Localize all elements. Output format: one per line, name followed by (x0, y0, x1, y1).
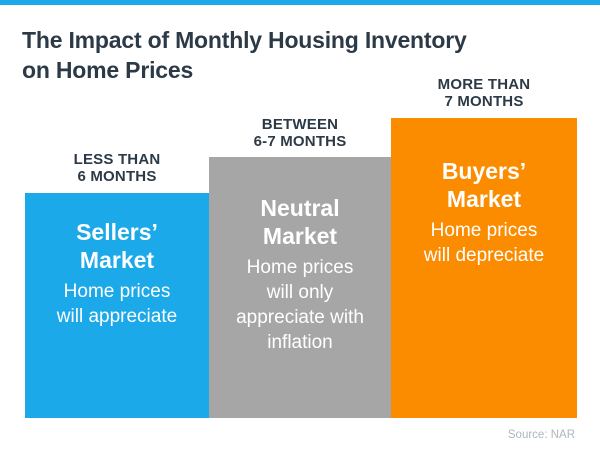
sellers-market-description: Home prices will appreciate (56, 281, 178, 327)
bar-label-less-than-6-months: LESS THAN 6 MONTHS (73, 151, 161, 185)
bar-neutral-market: Neutral Market Home prices will only app… (209, 157, 391, 418)
bar-buyers-market: Buyers’ Market Home prices will deprecia… (391, 118, 577, 418)
bar-label-more-than-7-months: MORE THAN 7 MONTHS (437, 76, 531, 110)
buyers-market-description: Home prices will depreciate (423, 220, 545, 266)
top-accent-bar (0, 0, 600, 5)
buyers-market-name: Buyers’ Market (441, 158, 527, 212)
neutral-market-description: Home prices will only appreciate with in… (236, 257, 364, 353)
bar-label-between-6-7-months: BETWEEN 6-7 MONTHS (253, 116, 347, 150)
sellers-market-name: Sellers’ Market (76, 219, 158, 273)
bar-sellers-market: Sellers’ Market Home prices will appreci… (25, 193, 209, 418)
page-title: The Impact of Monthly Housing Inventory … (22, 27, 467, 83)
neutral-market-name: Neutral Market (260, 195, 340, 249)
source-note: Source: NAR (507, 429, 575, 441)
